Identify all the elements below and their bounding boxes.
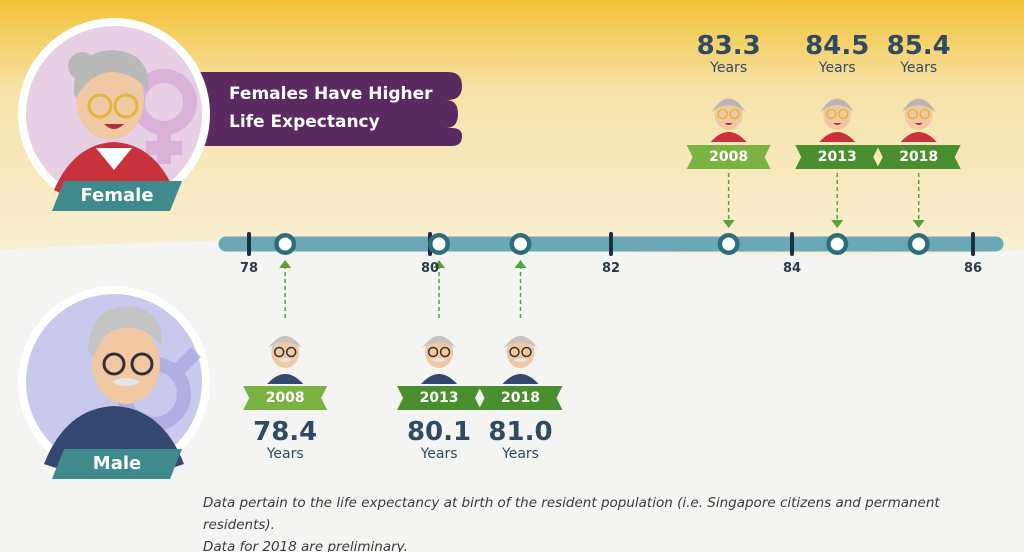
footnote: Data pertain to the life expectancy at b… [203,492,1013,552]
value-label: 81.0 [488,417,553,447]
pointer-arrowhead [514,260,527,268]
axis-layer [218,232,1004,256]
grandma-icon [819,98,856,142]
female-tag: Female [80,185,154,206]
grandpa-icon [421,336,458,384]
year-ribbon [397,386,482,410]
footnote-line-2: Data for 2018 are preliminary. [203,539,408,552]
year-label: 2018 [501,390,540,406]
axis-tick-label: 80 [420,261,440,276]
value-label: 83.3 [696,31,761,61]
heading-line-2: Life Expectancy [229,112,380,132]
value-label: 85.4 [886,31,951,61]
axis-tick-label: 86 [963,261,983,276]
year-ribbon [478,386,563,410]
unit-label: Years [502,446,539,462]
pointer-arrowhead [831,220,844,228]
heading-banner [200,72,462,146]
unit-label: Years [266,446,304,462]
axis-tick-label: 82 [601,261,621,276]
grandma-icon [900,98,937,142]
data-point-center [278,237,292,251]
unit-label: Years [420,446,458,462]
grandpa-icon [502,336,539,384]
year-label: 2018 [899,149,939,165]
unit-label: Years [818,60,856,76]
year-label: 2008 [709,149,749,165]
pointer-arrowhead [279,260,292,268]
male-tag: Male [92,453,142,474]
female-avatar-icon [18,18,210,210]
axis-tick-label: 84 [782,261,802,276]
year-ribbon [243,386,328,410]
heading: Females Have Higher Life Expectancy [229,80,459,136]
heading-line-1: Females Have Higher [229,84,433,104]
year-label: 2013 [419,390,459,406]
grandma-icon [710,98,747,142]
unit-label: Years [710,60,748,76]
data-point-center [912,237,926,251]
year-label: 2008 [265,390,305,406]
axis-tick-label: 78 [239,261,259,276]
value-label: 84.5 [805,31,870,61]
unit-label: Years [900,60,938,76]
data-point-center [830,237,844,251]
value-label: 78.4 [253,417,318,447]
value-label: 80.1 [406,417,472,447]
year-ribbon [686,145,771,169]
pointer-arrowhead [722,220,735,228]
year-label: 2013 [817,149,857,165]
pointer-arrowhead [912,220,925,228]
marks-layer [243,98,961,410]
footnote-line-1: Data pertain to the life expectancy at b… [203,495,940,533]
year-ribbon [876,145,961,169]
female-tag-shape [52,181,182,211]
data-point-center [514,237,527,251]
male-tag-shape [52,449,182,479]
grandpa-icon [267,336,304,384]
data-point-center [722,237,736,251]
data-point-center [432,237,446,251]
pointer-arrowhead [433,260,446,268]
year-ribbon [795,145,880,169]
